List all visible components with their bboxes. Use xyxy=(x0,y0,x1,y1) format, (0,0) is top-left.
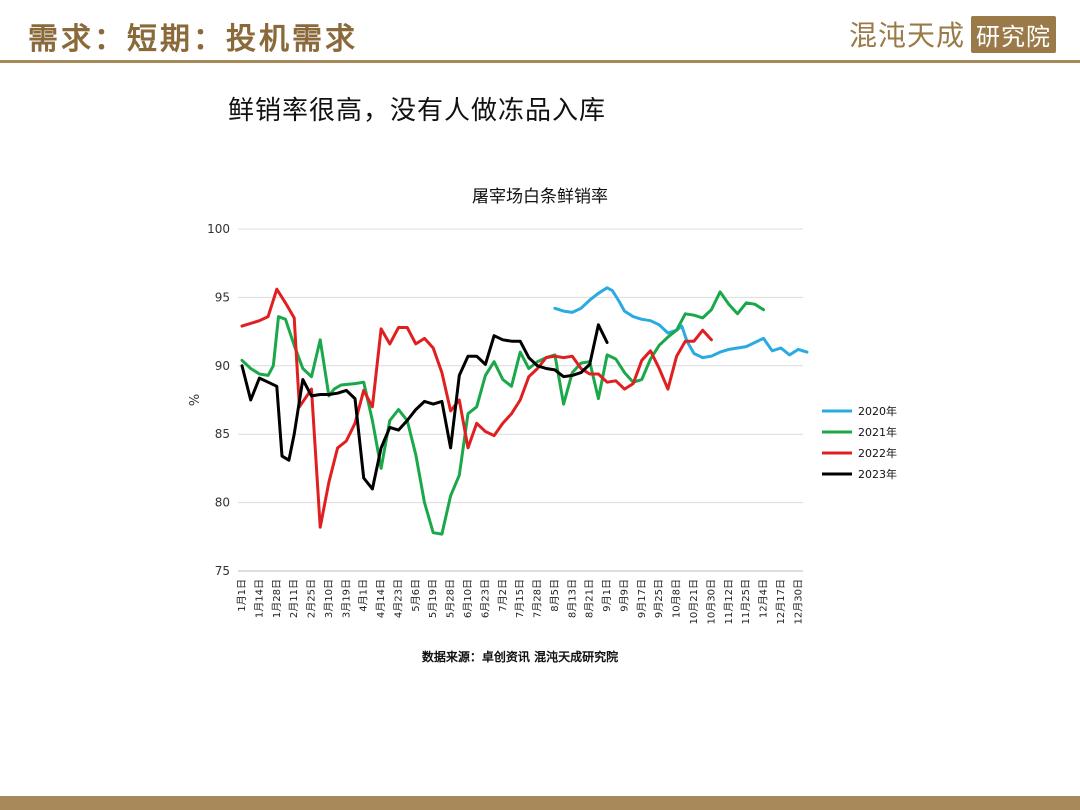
x-tick-label: 7月15日 xyxy=(514,579,526,618)
y-tick-label: 100 xyxy=(207,222,230,236)
x-tick-label: 4月1日 xyxy=(358,579,370,612)
x-tick-label: 2月25日 xyxy=(306,579,318,618)
x-tick-label: 6月23日 xyxy=(479,579,491,618)
legend-label: 2023年 xyxy=(858,467,897,481)
x-tick-label: 10月30日 xyxy=(705,579,717,624)
x-tick-label: 7月2日 xyxy=(497,579,509,612)
x-tick-label: 8月21日 xyxy=(584,579,596,618)
x-tick-label: 4月23日 xyxy=(392,579,404,618)
x-tick-label: 12月4日 xyxy=(758,579,770,618)
x-tick-label: 8月13日 xyxy=(566,579,578,618)
x-tick-label: 1月1日 xyxy=(236,579,248,612)
x-axis-ticks: 1月1日 1月14日 1月28日 2月11日 2月25日 3月10日 3月19日 4月1日 4月… xyxy=(236,579,804,624)
series-line-2 xyxy=(240,290,765,536)
x-tick-label: 12月17日 xyxy=(775,579,787,624)
footer-bar xyxy=(0,796,1080,810)
header-divider xyxy=(0,60,1080,63)
x-tick-label: 8月5日 xyxy=(549,579,561,612)
y-tick-label: 80 xyxy=(215,496,230,510)
x-tick-label: 11月25日 xyxy=(740,579,752,624)
x-tick-label: 2月11日 xyxy=(288,579,300,618)
series-line-4 xyxy=(240,323,609,491)
x-tick-label: 11月12日 xyxy=(723,579,735,624)
x-tick-label: 10月8日 xyxy=(671,579,683,618)
brand-logo-box: 研究院 xyxy=(971,15,1056,53)
y-tick-label: 85 xyxy=(215,427,230,441)
slide-subtitle: 鲜销率很高，没有人做冻品入库 xyxy=(228,96,607,126)
y-tick-label: 75 xyxy=(215,564,230,578)
chart-title: 屠宰场白条鲜销率 xyxy=(472,187,608,207)
x-tick-label: 5月19日 xyxy=(427,579,439,618)
x-tick-label: 9月25日 xyxy=(653,579,665,618)
series-line-1 xyxy=(553,286,809,360)
x-tick-label: 3月10日 xyxy=(323,579,335,618)
x-tick-label: 7月28日 xyxy=(532,579,544,618)
y-axis-label: % xyxy=(188,394,203,406)
series-line-3 xyxy=(240,287,713,529)
legend-label: 2020年 xyxy=(858,404,897,418)
chart-gridlines xyxy=(238,228,803,572)
legend-label: 2021年 xyxy=(858,425,897,439)
x-tick-label: 5月28日 xyxy=(445,579,457,618)
x-tick-label: 1月14日 xyxy=(253,579,265,618)
chart-series-lines xyxy=(240,286,809,536)
x-tick-label: 3月19日 xyxy=(340,579,352,618)
legend-label: 2022年 xyxy=(858,446,897,460)
brand-logo-main: 混沌天成 xyxy=(848,19,965,52)
x-tick-label: 9月1日 xyxy=(601,579,613,612)
x-tick-label: 4月14日 xyxy=(375,579,387,618)
y-axis-ticks: 75 80 85 90 95 100 xyxy=(207,222,230,578)
x-tick-label: 10月21日 xyxy=(688,579,700,624)
data-source-note: 数据来源：卓创资讯 混沌天成研究院 xyxy=(422,649,618,664)
x-tick-label: 1月28日 xyxy=(271,579,283,618)
x-tick-label: 9月9日 xyxy=(618,579,630,612)
chart-legend: 2020年 2021年 2022年 2023年 xyxy=(822,404,897,481)
x-tick-label: 6月10日 xyxy=(462,579,474,618)
y-tick-label: 90 xyxy=(215,359,230,373)
brand-logo: 混沌天成 研究院 xyxy=(849,14,1056,54)
y-tick-label: 95 xyxy=(215,290,230,304)
x-tick-label: 9月17日 xyxy=(636,579,648,618)
slide-header-title: 需求：短期：投机需求 xyxy=(28,22,358,57)
x-tick-label: 5月6日 xyxy=(410,579,422,612)
x-tick-label: 12月30日 xyxy=(792,579,804,624)
